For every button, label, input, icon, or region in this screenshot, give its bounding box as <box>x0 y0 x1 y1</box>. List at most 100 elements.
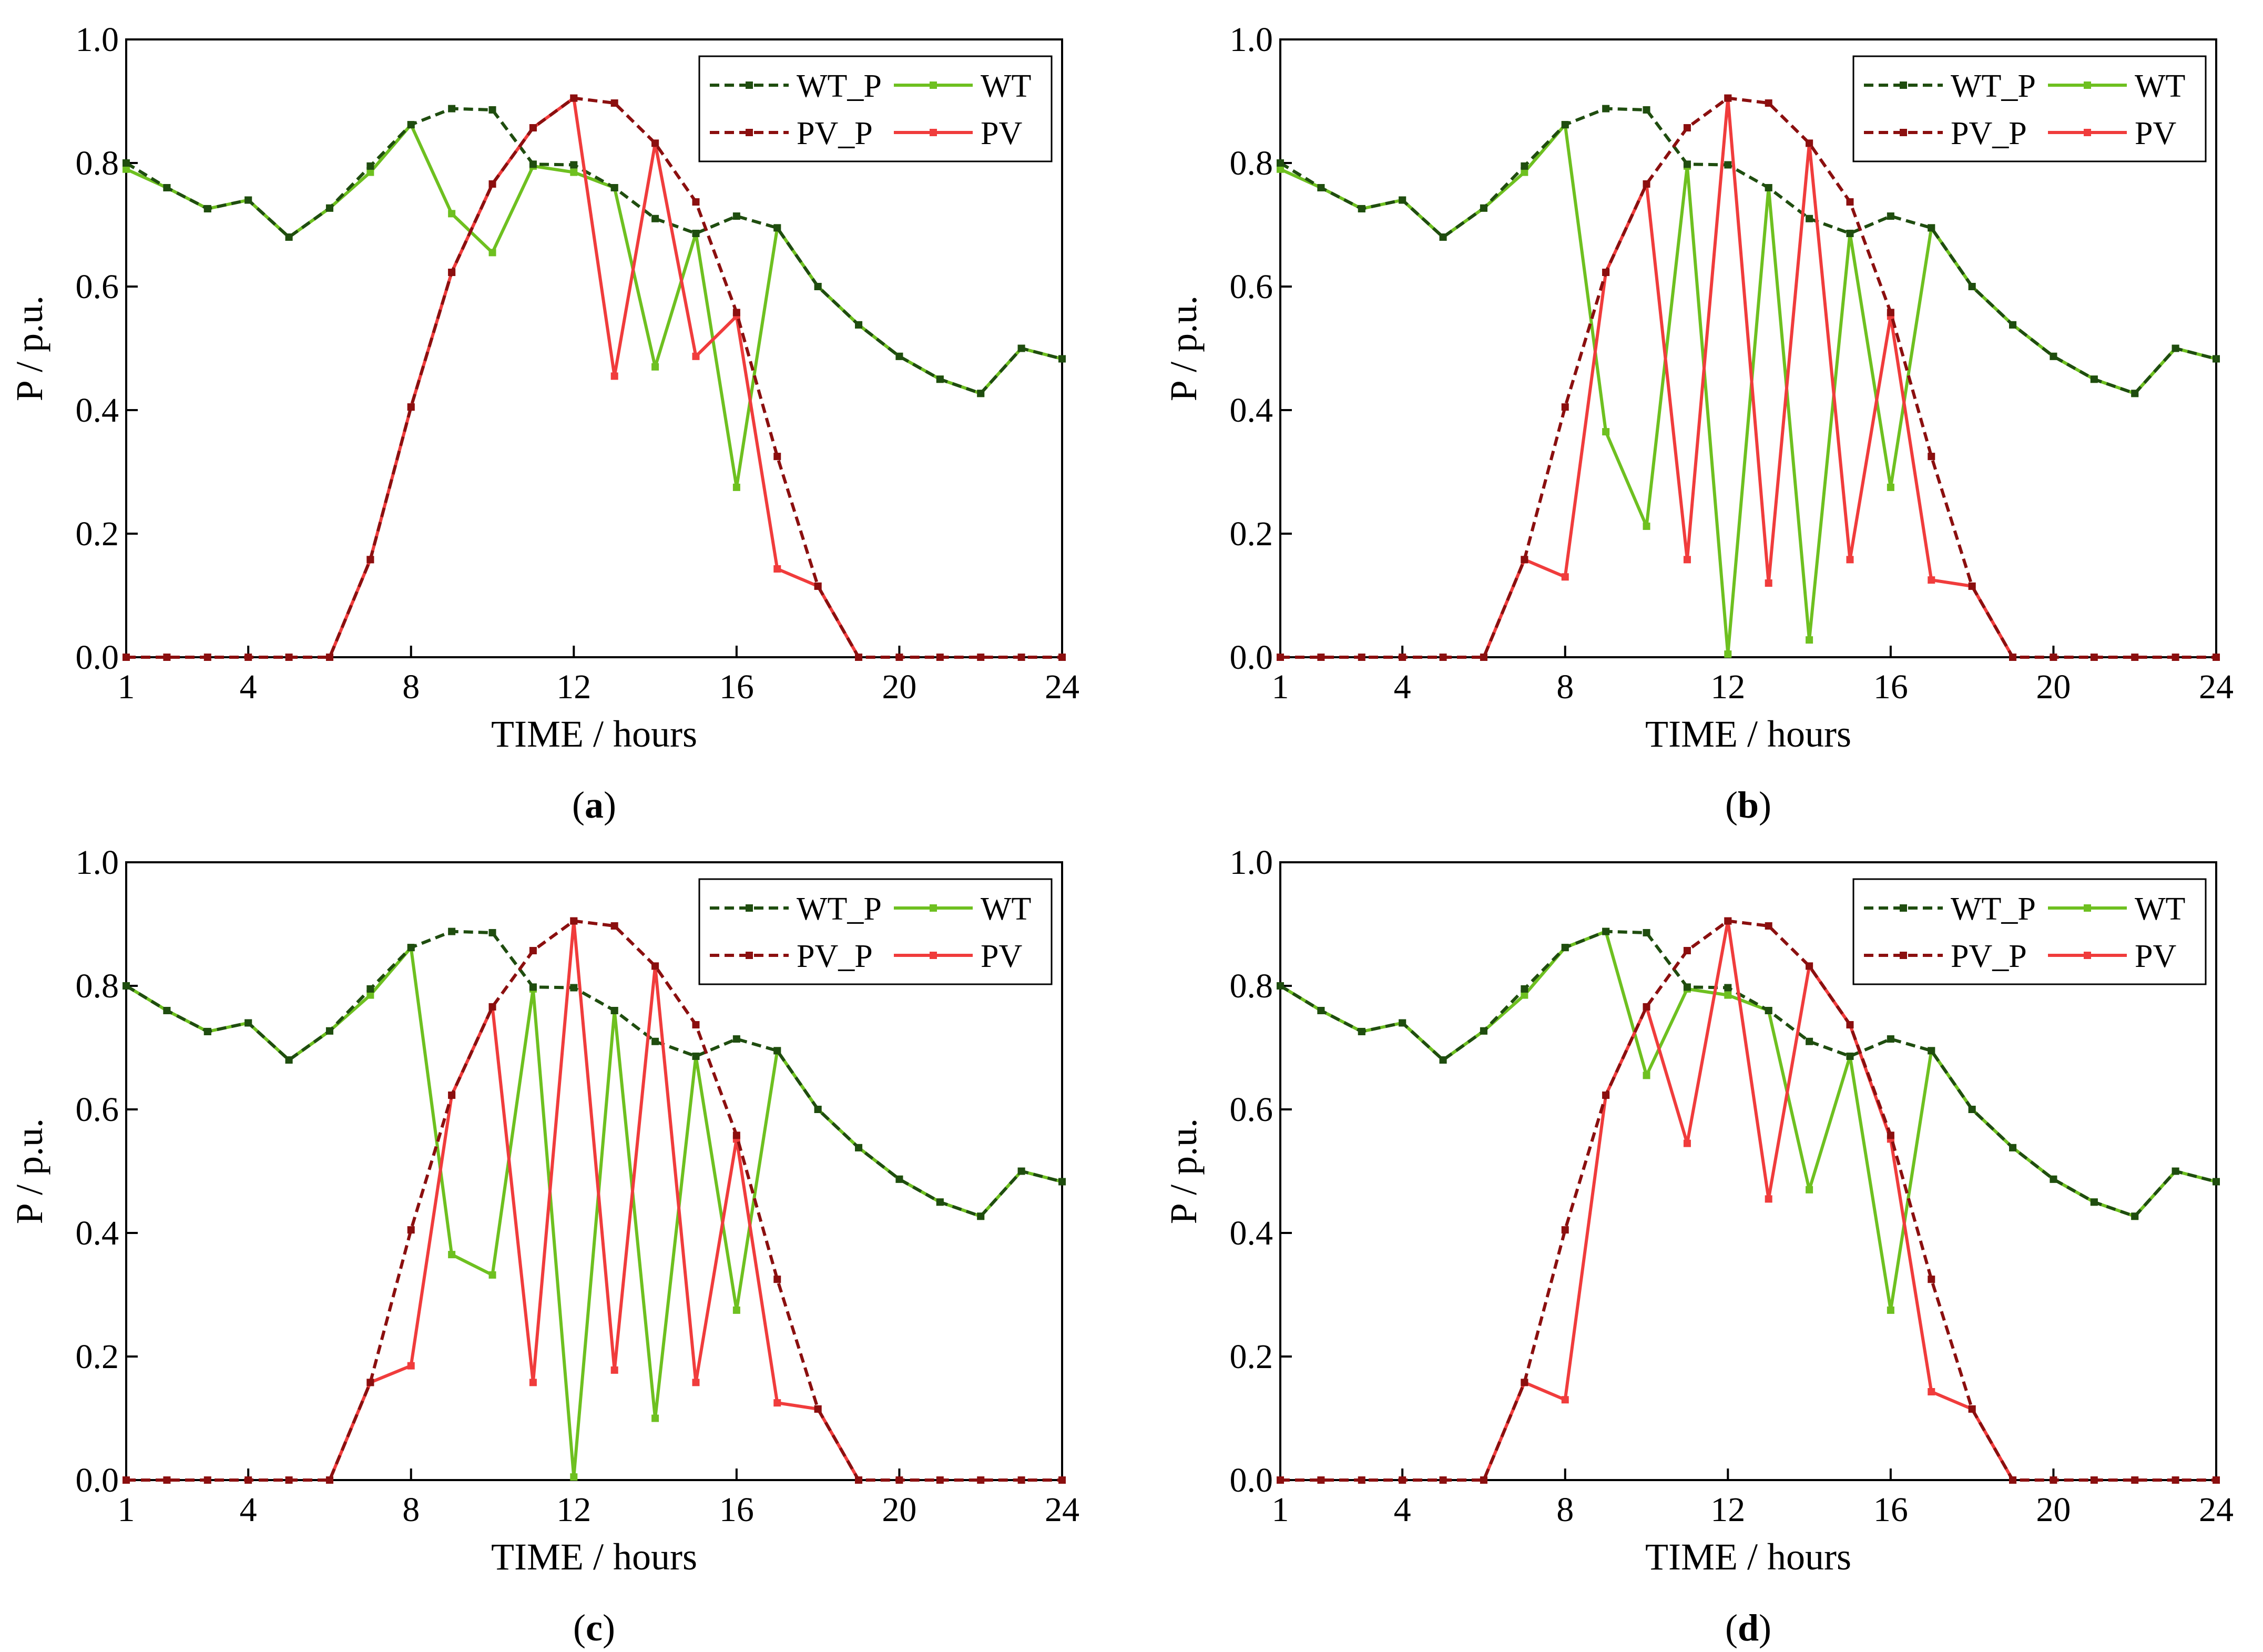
data-point <box>2131 390 2139 397</box>
data-point <box>936 1198 944 1206</box>
data-point <box>1765 579 1772 587</box>
legend-marker <box>1900 904 1907 912</box>
data-point <box>1846 1021 1854 1029</box>
data-point <box>1480 204 1487 212</box>
data-point <box>1683 983 1691 991</box>
legend-marker <box>746 904 753 912</box>
data-point <box>529 160 537 168</box>
x-tick-label: 12 <box>1710 1491 1745 1529</box>
data-point <box>123 159 130 167</box>
data-point <box>488 249 496 257</box>
data-point <box>1561 1226 1569 1234</box>
data-point <box>163 1007 171 1014</box>
data-point <box>977 1212 985 1220</box>
data-point <box>1765 99 1772 107</box>
series-wt-p <box>123 105 1066 397</box>
series-line <box>126 96 1062 659</box>
data-point <box>855 654 863 661</box>
data-point <box>2090 375 2098 383</box>
data-point <box>448 210 456 218</box>
data-point <box>1806 1037 1813 1045</box>
y-tick-label: 0.2 <box>1230 1338 1273 1376</box>
legend-label: PV_P <box>797 116 873 151</box>
data-point <box>1058 1476 1066 1484</box>
data-point <box>2050 1175 2057 1183</box>
data-point <box>732 212 740 220</box>
data-point <box>1399 1019 1406 1027</box>
data-point <box>1358 1476 1365 1484</box>
data-point <box>570 168 578 176</box>
data-point <box>1928 1388 1935 1395</box>
x-tick-label: 1 <box>118 668 135 706</box>
data-point <box>1806 1186 1813 1194</box>
data-point <box>1561 1396 1569 1404</box>
data-point <box>773 1276 781 1283</box>
data-point <box>1806 139 1813 147</box>
data-point <box>1058 1178 1066 1186</box>
data-point <box>123 654 130 661</box>
data-point <box>1643 1003 1650 1011</box>
data-point <box>1724 917 1732 925</box>
y-tick-label: 0.6 <box>1230 1090 1273 1129</box>
data-point <box>2213 355 2220 363</box>
series-line <box>125 946 1063 1479</box>
data-point <box>1521 1379 1528 1386</box>
legend-label: PV <box>2135 939 2176 974</box>
data-point <box>1887 483 1894 491</box>
y-tick-label: 1.0 <box>76 843 119 882</box>
y-tick-label: 1.0 <box>1230 21 1273 59</box>
data-point <box>773 1047 781 1055</box>
data-point <box>448 1251 456 1259</box>
x-tick-label: 24 <box>2199 668 2234 706</box>
series-wt <box>1277 121 2220 658</box>
data-point <box>203 1027 211 1035</box>
data-point <box>2009 321 2017 329</box>
legend-marker <box>1900 81 1907 89</box>
data-point <box>1317 184 1325 191</box>
data-point <box>1846 1052 1854 1060</box>
data-point <box>285 654 293 661</box>
data-point <box>366 168 374 176</box>
legend-label: PV <box>981 116 1022 151</box>
legend: WT_P WT PV_P PV <box>698 878 1053 985</box>
data-point <box>488 1003 496 1011</box>
data-point <box>732 1131 740 1139</box>
data-point <box>2090 654 2098 661</box>
data-point <box>1399 1476 1406 1484</box>
data-point <box>1683 947 1691 955</box>
data-point <box>1928 576 1935 584</box>
data-point <box>692 229 700 237</box>
data-point <box>1928 1276 1935 1283</box>
series-line <box>1482 96 2014 658</box>
data-point <box>325 1027 333 1035</box>
data-point <box>692 198 700 206</box>
data-point <box>1683 160 1691 168</box>
x-tick-label: 20 <box>2036 668 2071 706</box>
legend-label: WT <box>2135 891 2185 927</box>
data-point <box>1602 927 1610 935</box>
legend-marker <box>1900 129 1907 136</box>
legend-marker <box>930 904 937 912</box>
y-tick-label: 0.4 <box>1230 391 1273 430</box>
data-point <box>895 1175 903 1183</box>
data-point <box>1643 180 1650 188</box>
data-point <box>1439 654 1447 661</box>
data-point <box>814 1405 822 1413</box>
legend-label: WT_P <box>797 891 882 927</box>
legend-label: WT_P <box>1951 891 2036 927</box>
x-tick-label: 12 <box>1710 668 1745 706</box>
data-point <box>1358 205 1365 212</box>
x-tick-label: 8 <box>1556 668 1574 706</box>
legend-box <box>698 878 1053 985</box>
data-point <box>1806 636 1813 644</box>
data-point <box>1683 124 1691 132</box>
data-point <box>692 352 700 360</box>
data-point <box>285 233 293 241</box>
data-point <box>1480 654 1487 661</box>
data-point <box>2090 1476 2098 1484</box>
data-point <box>203 1476 211 1484</box>
data-point <box>1521 991 1528 999</box>
legend-marker <box>746 129 753 136</box>
x-tick-label: 8 <box>402 1491 420 1529</box>
y-tick-label: 0.8 <box>76 144 119 182</box>
